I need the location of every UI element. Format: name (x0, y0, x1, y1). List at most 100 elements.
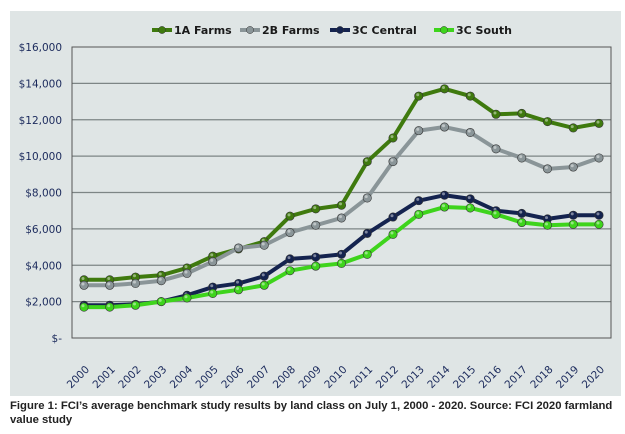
data-point-highlight (313, 254, 317, 258)
data-point (491, 109, 501, 119)
x-tick-label: 2017 (502, 364, 529, 391)
data-point (182, 293, 192, 303)
data-point-highlight (107, 282, 111, 286)
data-point-highlight (467, 196, 471, 200)
data-point (517, 108, 527, 118)
x-tick-label: 2003 (142, 364, 169, 391)
data-point-highlight (313, 222, 317, 226)
data-point (491, 144, 501, 154)
x-tick-label: 2008 (271, 364, 298, 391)
data-point-highlight (519, 219, 523, 223)
x-tick-label: 2020 (580, 364, 607, 391)
data-point (517, 208, 527, 218)
data-point-highlight (236, 245, 239, 249)
legend-label: 2B Farms (262, 24, 320, 37)
data-point-highlight (107, 277, 111, 280)
data-point (311, 220, 321, 230)
data-point (594, 219, 604, 229)
data-point (362, 157, 372, 167)
y-tick-label: $- (52, 333, 63, 345)
data-point (285, 228, 295, 238)
data-point (388, 212, 398, 222)
data-point-highlight (493, 146, 497, 150)
data-point (336, 249, 346, 259)
data-point-highlight (570, 221, 574, 225)
data-point-highlight (210, 258, 214, 262)
data-point-highlight (210, 290, 214, 294)
data-point-highlight (467, 93, 471, 97)
data-point-highlight (442, 124, 445, 128)
plot-area-border (71, 46, 612, 339)
legend-item: 1A Farms (152, 24, 232, 37)
data-point-highlight (416, 197, 420, 201)
data-point (594, 118, 604, 128)
data-point (439, 202, 449, 212)
data-point (182, 268, 192, 278)
data-point (285, 211, 295, 221)
x-tick-label: 2001 (90, 364, 117, 391)
y-tick-label: $4,000 (25, 260, 62, 272)
data-point-highlight (364, 158, 368, 162)
data-point-highlight (416, 211, 420, 215)
legend-label: 3C Central (352, 24, 417, 37)
data-point-highlight (416, 127, 420, 131)
data-point-highlight (416, 93, 420, 97)
data-point-highlight (545, 166, 548, 170)
data-point-highlight (519, 210, 523, 214)
data-point-highlight (287, 229, 291, 233)
data-point (156, 297, 166, 307)
data-point (336, 213, 346, 223)
data-point-highlight (339, 215, 342, 219)
data-point-highlight (184, 265, 188, 269)
data-point-highlight (519, 155, 523, 159)
series-lines (79, 84, 604, 312)
data-point-highlight (210, 284, 214, 288)
y-tick-label: $14,000 (19, 78, 62, 90)
data-point-highlight (81, 282, 85, 286)
data-point-highlight (158, 272, 162, 276)
data-point-highlight (339, 260, 342, 264)
series-2b-farms (79, 122, 604, 290)
legend-marker (246, 26, 254, 34)
data-point-highlight (442, 204, 445, 208)
data-point-highlight (339, 251, 342, 255)
data-point-highlight (133, 302, 136, 306)
data-point-highlight (81, 304, 85, 308)
data-point-highlight (313, 263, 317, 267)
data-point (362, 249, 372, 259)
x-tick-label: 2006 (219, 363, 247, 391)
x-tick-label: 2014 (425, 363, 453, 391)
legend-label: 3C South (456, 24, 512, 37)
data-point-highlight (570, 212, 574, 216)
data-point (234, 243, 244, 253)
data-point-highlight (364, 195, 368, 199)
data-point (517, 153, 527, 163)
x-tick-label: 2015 (451, 364, 478, 391)
data-point (568, 123, 578, 133)
data-point-highlight (339, 202, 342, 206)
legend-marker (336, 26, 344, 34)
data-point-highlight (390, 158, 394, 162)
data-point-highlight (519, 110, 523, 114)
data-point (414, 209, 424, 219)
x-tick-label: 2011 (348, 364, 375, 391)
data-point (336, 258, 346, 268)
data-point (568, 219, 578, 229)
data-point-highlight (596, 212, 600, 216)
data-point (362, 228, 372, 238)
series-3c-south (79, 202, 604, 312)
y-axis-ticks: $- $2,000 $4,000 $6,000 $8,000 $10,000 $12,000… (19, 42, 63, 345)
y-tick-label: $16,000 (19, 42, 62, 54)
legend: 1A Farms 2B Farms 3C Central 3C South (152, 24, 512, 37)
data-point (439, 122, 449, 132)
data-point-highlight (210, 253, 214, 257)
x-tick-label: 2000 (65, 364, 92, 391)
x-tick-label: 2009 (296, 364, 323, 391)
data-point-highlight (596, 221, 600, 225)
data-point (542, 164, 552, 174)
data-point (259, 240, 269, 250)
data-point (414, 126, 424, 136)
data-point (208, 257, 218, 267)
data-point-highlight (287, 256, 291, 260)
data-point (491, 209, 501, 219)
